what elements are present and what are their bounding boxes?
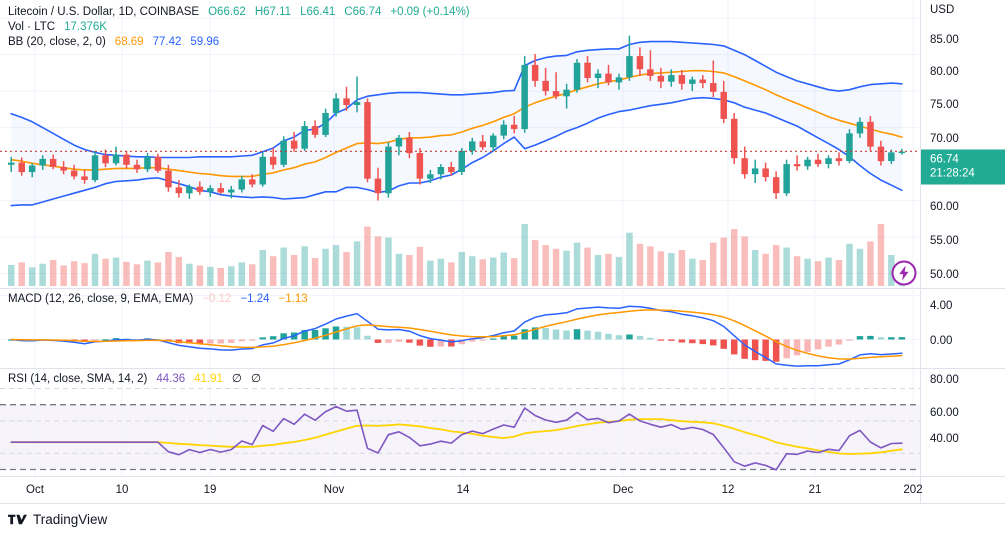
time-axis-tick: Dec [612,484,634,496]
rsi-pane-canvas [0,369,920,476]
rsi-axis-tick: 40.00 [930,433,959,445]
footer-bar: TradingView [0,503,1005,536]
time-axis-divider [920,477,921,504]
price-axis-tick: 60.00 [930,201,959,213]
time-axis-tick: 14 [456,484,470,496]
price-axis-tick: 50.00 [930,269,959,281]
price-pane-canvas [0,0,920,288]
rsi-axis-tick: 80.00 [930,374,959,386]
macd-axis-tick: 0.00 [930,335,953,347]
macd-axis[interactable]: 4.00 0.00 [921,288,1005,369]
price-axis-currency: USD [930,4,955,16]
rsi-pane[interactable] [0,368,920,477]
price-axis-tick: 85.00 [930,34,959,46]
time-axis[interactable]: Oct 10 19 Nov 14 Dec 12 21 202 [0,476,1005,504]
macd-axis-tick: 4.00 [930,300,953,312]
price-axis-tick: 70.00 [930,133,959,145]
bar-countdown: 21:28:24 [930,167,975,180]
price-axis[interactable]: USD 85.00 80.00 75.00 70.00 60.00 55.00 50.00 … [920,0,1005,476]
current-price-badge: 66.74 21:28:24 [921,149,1005,185]
price-axis-tick: 80.00 [930,66,959,78]
price-axis-tick: 55.00 [930,235,959,247]
macd-pane-canvas [0,289,920,368]
price-axis-main[interactable]: USD 85.00 80.00 75.00 70.00 60.00 55.00 50.00 … [921,0,1005,288]
time-axis-tick: 202 [903,484,923,496]
tradingview-brand-label: TradingView [33,512,108,527]
time-axis-tick: 10 [115,484,129,496]
price-pane[interactable] [0,0,920,288]
macd-pane[interactable] [0,288,920,369]
rsi-axis[interactable]: 80.00 60.00 40.00 [921,368,1005,477]
price-axis-tick: 75.00 [930,99,959,111]
lightning-bolt-icon[interactable] [890,259,918,287]
time-axis-tick: 19 [203,484,217,496]
time-axis-tick: Oct [26,484,44,496]
tradingview-logo-icon [8,514,27,525]
rsi-axis-tick: 60.00 [930,407,959,419]
tradingview-brand[interactable]: TradingView [8,512,107,527]
time-axis-tick: 21 [808,484,822,496]
time-axis-tick: Nov [323,484,345,496]
time-axis-tick: 12 [721,484,735,496]
current-price-value: 66.74 [930,153,959,166]
